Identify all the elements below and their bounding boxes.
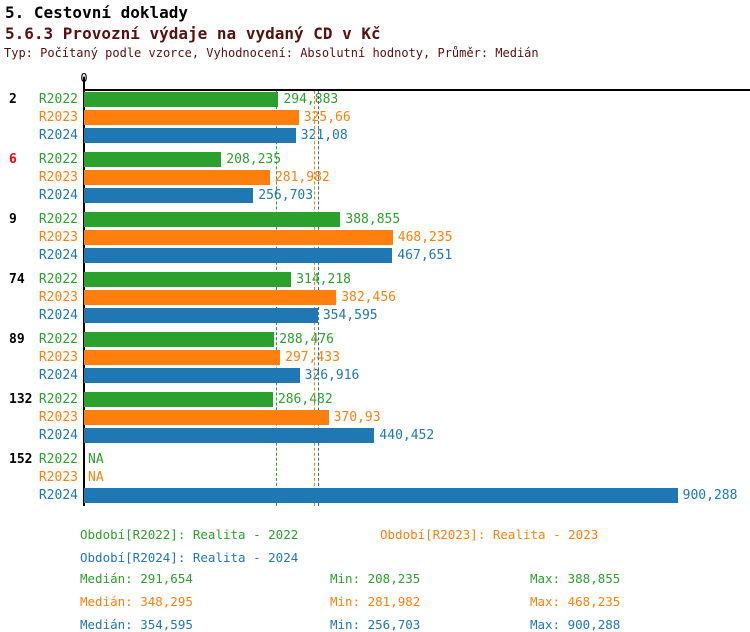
- stat-median-r2023: Medián: 348,295: [80, 594, 193, 609]
- row-label: R2023: [38, 110, 78, 125]
- bar: [84, 128, 296, 143]
- group-label: 74: [9, 272, 25, 287]
- bar: [84, 410, 329, 425]
- bar: [84, 152, 222, 167]
- group-label: 89: [9, 332, 25, 347]
- bar-value-label: 314,218: [296, 272, 351, 287]
- row-label: R2022: [38, 212, 78, 227]
- bar: [84, 350, 281, 365]
- legend-r2022: Období[R2022]: Realita - 2022: [80, 527, 299, 542]
- bar-value-label: 382,456: [341, 290, 396, 305]
- bar-value-label: 325,66: [303, 110, 351, 125]
- bar-value-label: 288,476: [279, 332, 335, 347]
- group-label: 2: [9, 92, 17, 107]
- legend-r2024: Období[R2024]: Realita - 2024: [80, 550, 299, 565]
- row-label: R2022: [38, 392, 78, 407]
- row-label: R2024: [38, 308, 78, 323]
- row-label: R2024: [38, 488, 78, 503]
- row-label: R2024: [38, 428, 78, 443]
- x-axis-line: [83, 89, 750, 91]
- bar-value-label: 294,883: [283, 92, 339, 107]
- row-label: R2022: [38, 452, 78, 467]
- stat-median-r2022: Medián: 291,654: [80, 571, 193, 586]
- row-label: R2023: [38, 470, 78, 485]
- row-label: R2022: [38, 92, 78, 107]
- bar-value-label: 468,235: [397, 230, 453, 245]
- bar: [84, 92, 279, 107]
- bar-value-label: 256,703: [258, 188, 314, 203]
- row-label: R2023: [38, 410, 78, 425]
- bar-value-label: NA: [88, 452, 104, 467]
- bar: [84, 308, 318, 323]
- row-label: R2023: [38, 350, 78, 365]
- bar: [84, 332, 275, 347]
- row-label: R2024: [38, 188, 78, 203]
- bar: [84, 428, 375, 443]
- plot-area: 294,883 325,66 321,08 208,235 281,982 256,703…: [84, 91, 750, 506]
- row-label: R2024: [38, 248, 78, 263]
- bar-value-label: 370,93: [333, 410, 381, 425]
- bar: [84, 392, 273, 407]
- bar-value-label: NA: [88, 470, 104, 485]
- bar: [84, 170, 270, 185]
- bar: [84, 230, 393, 245]
- group-label: 6: [9, 152, 17, 167]
- group-label: 9: [9, 212, 17, 227]
- legend-r2023: Období[R2023]: Realita - 2023: [380, 527, 599, 542]
- bar: [84, 110, 299, 125]
- stat-max-r2023: Max: 468,235: [530, 594, 621, 609]
- stat-min-r2024: Min: 256,703: [330, 617, 421, 632]
- bar-value-label: 900,288: [682, 488, 738, 503]
- row-label: R2023: [38, 290, 78, 305]
- bar-value-label: 208,235: [226, 152, 282, 167]
- bar: [84, 290, 337, 305]
- chart-meta: Typ: Počítaný podle vzorce, Vyhodnocení:…: [4, 46, 539, 60]
- row-label: R2022: [38, 332, 78, 347]
- bar-value-label: 354,595: [322, 308, 378, 323]
- bar-value-label: 281,982: [274, 170, 330, 185]
- bar: [84, 248, 393, 263]
- bar-value-label: 440,452: [379, 428, 435, 443]
- row-label: R2024: [38, 368, 78, 383]
- bar-value-label: 286,482: [277, 392, 333, 407]
- stat-max-r2022: Max: 388,855: [530, 571, 621, 586]
- bar-value-label: 297,433: [285, 350, 340, 365]
- group-label: 132: [9, 392, 33, 407]
- bar: [84, 272, 292, 287]
- stat-min-r2023: Min: 281,982: [330, 594, 421, 609]
- stat-max-r2024: Max: 900,288: [530, 617, 621, 632]
- bar-value-label: 388,855: [345, 212, 401, 227]
- bar-value-label: 321,08: [300, 128, 348, 143]
- row-label: R2022: [38, 152, 78, 167]
- bar: [84, 212, 341, 227]
- group-label: 152: [9, 452, 33, 467]
- chart-left-gutter: 2 R2022 R2023 R2024 6 R2022 R2023 R2024 9 R2022 R2…: [0, 91, 83, 506]
- row-label: R2024: [38, 128, 78, 143]
- bar: [84, 488, 678, 503]
- page-title: 5. Cestovní doklady: [5, 3, 189, 22]
- row-label: R2023: [38, 230, 78, 245]
- chart-subtitle: 5.6.3 Provozní výdaje na vydaný CD v Kč: [5, 24, 381, 43]
- bar-value-label: 467,651: [397, 248, 453, 263]
- row-label: R2023: [38, 170, 78, 185]
- bar: [84, 368, 300, 383]
- row-label: R2022: [38, 272, 78, 287]
- stat-min-r2022: Min: 208,235: [330, 571, 421, 586]
- stat-median-r2024: Medián: 354,595: [80, 617, 193, 632]
- bar: [84, 188, 254, 203]
